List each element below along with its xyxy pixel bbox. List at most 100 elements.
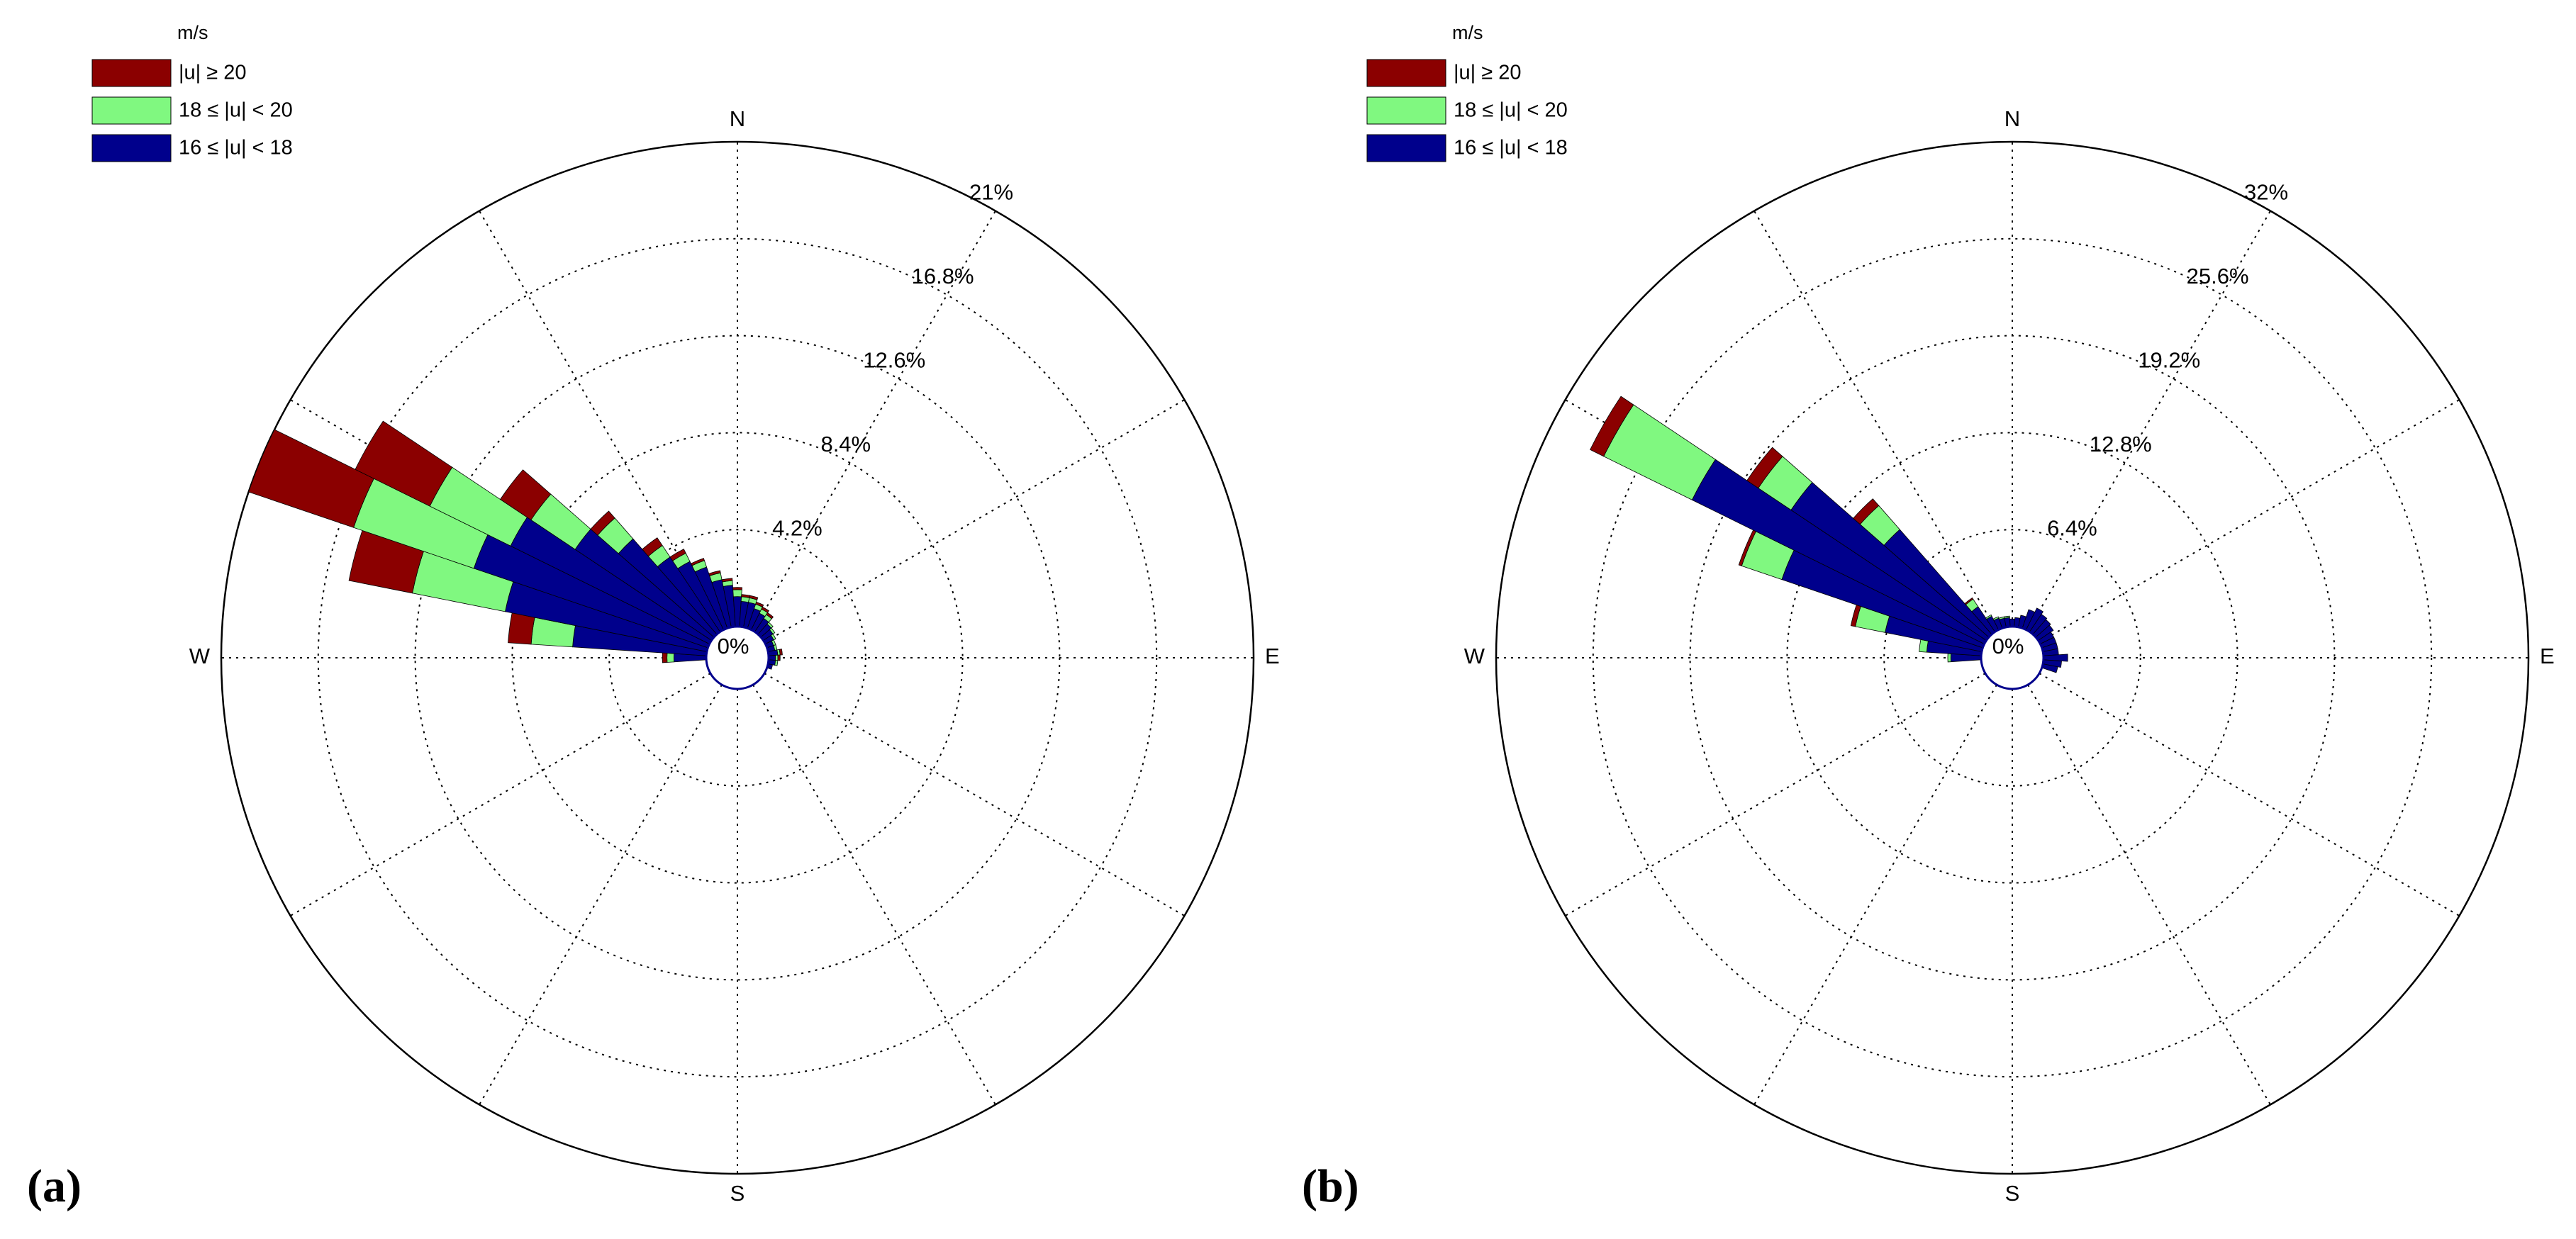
legend-swatch-high	[91, 59, 172, 87]
compass-label-east: E	[2540, 644, 2555, 668]
ring-label-2: 12.8%	[2090, 432, 2152, 456]
wind-sector	[777, 654, 781, 661]
wind-sector	[667, 653, 675, 663]
wind-sector	[1919, 639, 1929, 653]
grid-spoke	[2039, 673, 2460, 916]
wind-sector	[779, 649, 783, 656]
wind-sector	[1985, 614, 1992, 620]
ring-label-4: 25.6%	[2187, 264, 2249, 288]
grid-spoke	[479, 211, 723, 632]
ring-label-5: 21%	[969, 180, 1013, 205]
wind-sector	[732, 587, 742, 590]
grid-ring	[511, 432, 964, 884]
center-label: 0%	[718, 634, 749, 658]
legend-swatch-low	[1366, 134, 1446, 162]
wind-sector	[766, 612, 774, 620]
ring-label-5: 32%	[2244, 180, 2288, 205]
wind-sector	[769, 627, 776, 635]
wind-sector	[642, 537, 663, 557]
grid-spoke	[764, 673, 1185, 916]
ring-label-2: 8.4%	[820, 432, 871, 456]
wind-sector	[1964, 597, 1974, 605]
compass-label-west: W	[1464, 644, 1485, 668]
wind-sector	[2004, 615, 2010, 619]
legend-title: m/s	[1452, 22, 1483, 43]
wind-sector	[1947, 653, 1951, 663]
grid-spoke	[764, 399, 1185, 643]
wind-sector	[774, 660, 779, 666]
wind-sector	[721, 578, 733, 583]
legend: m/s |u| ≥ 20 18 ≤ |u| < 20 16 ≤ |u| < 18	[91, 22, 293, 162]
ring-label-4: 16.8%	[912, 264, 974, 288]
wind-sector	[1590, 396, 1634, 457]
wind-sector	[669, 549, 686, 561]
wind-sector	[1853, 498, 1880, 525]
wind-sector	[775, 654, 779, 661]
wind-sector	[662, 652, 668, 663]
wind-sector	[690, 558, 705, 566]
wind-sector	[355, 420, 453, 507]
center-disc	[1980, 625, 2045, 690]
legend-swatch-mid	[91, 96, 172, 125]
wind-sector	[749, 595, 759, 600]
compass-label-west: W	[189, 644, 211, 668]
compass-label-north: N	[2005, 106, 2020, 131]
legend-label-low: 16 ≤ |u| < 18	[1454, 137, 1568, 159]
grid-spoke	[2027, 211, 2271, 632]
ring-label-3: 12.6%	[863, 348, 925, 373]
outer-ring	[220, 140, 1255, 1175]
wind-sector	[770, 633, 776, 641]
ring-label-1: 6.4%	[2047, 516, 2097, 541]
wind-sector	[499, 469, 552, 521]
panel-label-b: (b)	[1302, 1160, 1359, 1212]
wind-rose-panel-a: N E S W 4.2% 8.4% 12.6% 16.8% 21% 0% m/s…	[27, 22, 1280, 1212]
wind-sector	[732, 589, 742, 598]
wind-sector	[590, 510, 615, 536]
grid-spoke	[2027, 684, 2271, 1105]
grid-ring	[608, 529, 866, 787]
legend-label-high: |u| ≥ 20	[1454, 62, 1521, 84]
center-disc	[705, 625, 770, 690]
grid-spoke	[2039, 399, 2460, 643]
wind-sector	[508, 612, 535, 645]
legend-swatch-high	[1366, 59, 1446, 87]
grid-spoke	[1753, 211, 1997, 632]
wind-sectors	[1590, 396, 2068, 673]
polar-grid	[220, 140, 1255, 1175]
wind-sector	[2009, 618, 2016, 627]
legend-swatch-low	[91, 134, 172, 162]
wind-sector	[761, 606, 769, 613]
wind-rose-panel-b: N E S W 6.4% 12.8% 19.2% 25.6% 32% 0% m/…	[1302, 22, 2555, 1212]
wind-sector	[248, 429, 374, 528]
grid-spoke	[290, 673, 711, 916]
wind-sector	[766, 622, 774, 629]
panel-label-a: (a)	[27, 1160, 82, 1212]
wind-sector	[708, 570, 721, 576]
wind-sector	[755, 601, 764, 607]
ring-label-3: 19.2%	[2138, 348, 2200, 373]
wind-sector	[1691, 459, 1987, 645]
legend-label-mid: 18 ≤ |u| < 20	[179, 99, 293, 122]
wind-sectors	[248, 420, 783, 670]
polar-grid	[1495, 140, 2530, 1175]
wind-sector	[1746, 447, 1783, 489]
legend-swatch-mid	[1366, 96, 1446, 125]
grid-ring	[317, 237, 1158, 1078]
legend-label-high: |u| ≥ 20	[179, 62, 246, 84]
grid-spoke	[1565, 673, 1986, 916]
legend-label-low: 16 ≤ |u| < 18	[179, 137, 293, 159]
compass-label-south: S	[730, 1181, 745, 1206]
legend-label-mid: 18 ≤ |u| < 20	[1454, 99, 1568, 122]
grid-ring	[1786, 432, 2238, 884]
grid-spoke	[479, 684, 723, 1105]
grid-spoke	[752, 211, 996, 632]
grid-ring	[1883, 529, 2141, 787]
legend-title: m/s	[177, 22, 208, 43]
wind-sector	[1992, 616, 2000, 621]
compass-label-south: S	[2005, 1181, 2020, 1206]
grid-spoke	[1753, 684, 1997, 1105]
compass-label-north: N	[730, 106, 745, 131]
grid-spoke	[752, 684, 996, 1105]
center-label: 0%	[1992, 634, 2024, 658]
